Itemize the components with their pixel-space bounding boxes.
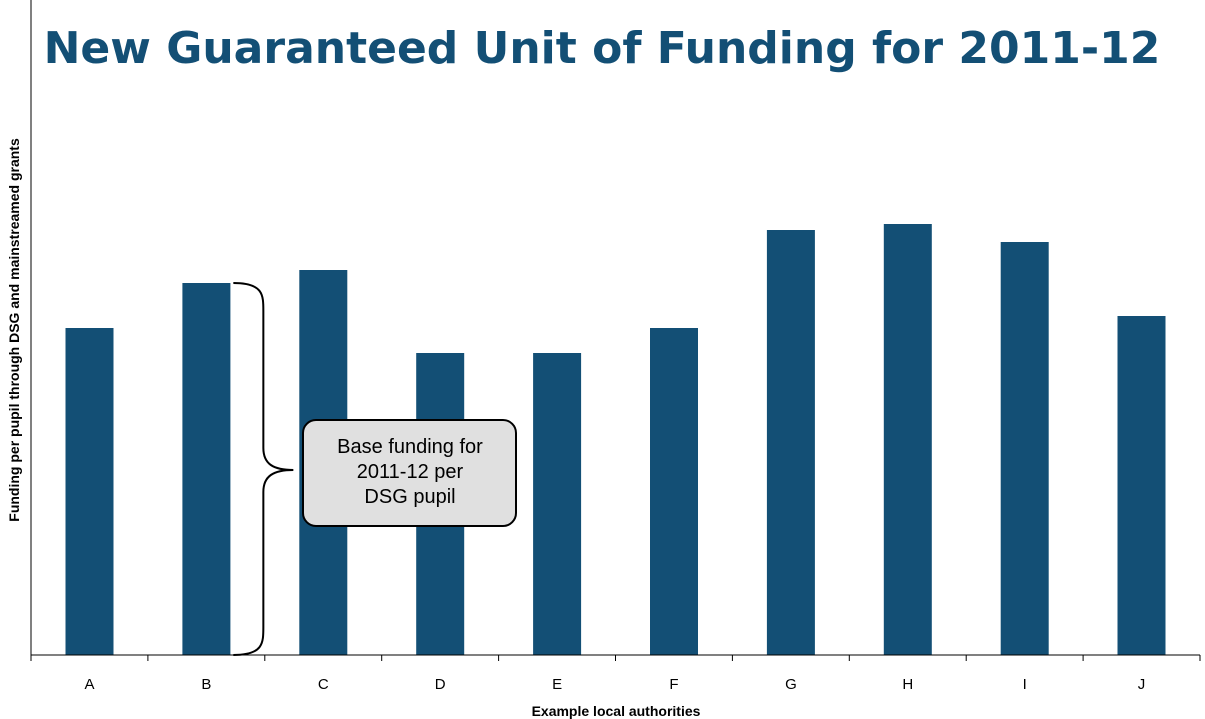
x-tick-label: B [201, 676, 211, 693]
bar-i [1000, 242, 1049, 655]
bar-b [182, 283, 231, 655]
curly-brace-icon [233, 282, 294, 656]
callout-line: DSG pupil [364, 486, 455, 508]
bar-j [1117, 316, 1166, 655]
bar-h [883, 224, 932, 655]
x-tick-label: J [1138, 676, 1146, 693]
x-tick-label: I [1023, 676, 1027, 693]
bar-e [533, 353, 582, 655]
y-axis-label: Funding per pupil through DSG and mainst… [6, 138, 22, 522]
annotation-group: Base funding for 2011-12 per DSG pupil [233, 282, 517, 656]
callout-box [302, 419, 517, 527]
bars-group [65, 224, 1166, 655]
x-tick-label: C [318, 676, 329, 693]
x-tick-label: H [902, 676, 913, 693]
chart-title: New Guaranteed Unit of Funding for 2011-… [44, 23, 1161, 74]
bar-a [65, 328, 114, 655]
x-tick-label: G [785, 676, 797, 693]
callout-text: Base funding for 2011-12 per DSG pupil [337, 436, 483, 508]
x-tick-label: D [435, 676, 446, 693]
x-ticks-group: A B C D E F G H I J [30, 655, 1201, 693]
x-tick-label: E [552, 676, 562, 693]
callout-line: Base funding for [337, 436, 483, 458]
x-axis-label: Example local authorities [532, 703, 701, 719]
bar-f [650, 328, 698, 655]
x-tick-label: A [84, 676, 94, 693]
callout-line: 2011-12 per [357, 461, 464, 483]
x-tick-label: F [669, 676, 678, 693]
bar-g [766, 230, 815, 655]
